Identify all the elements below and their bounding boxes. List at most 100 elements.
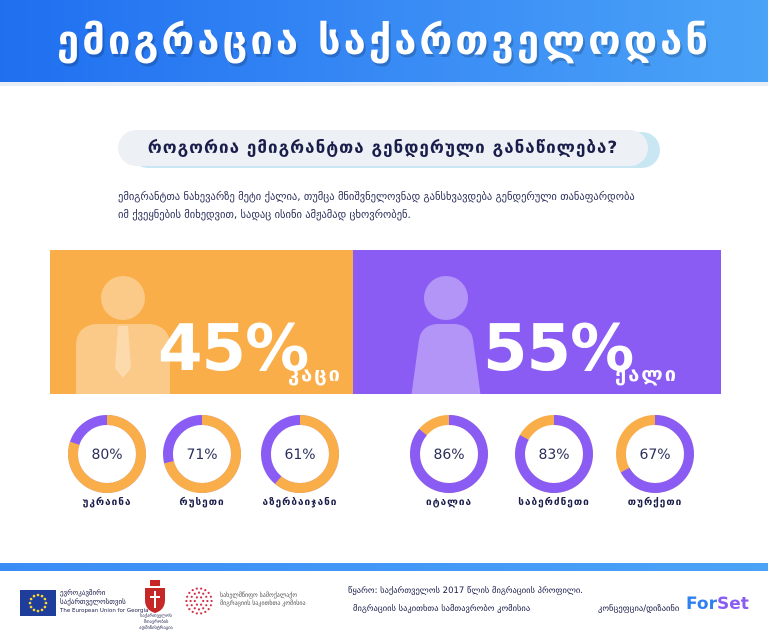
eu-star [40,608,44,612]
eu-star [43,597,47,601]
commission-dot [202,607,205,610]
commission-dot [207,607,210,611]
commission-dot [188,591,191,595]
donut-value-arc [515,415,593,493]
gov-logo-text: საქართველოს მთავრობის ადმინისტრაცია [136,614,176,632]
commission-dot [197,591,201,594]
female-panel: 55% ქალი [353,250,721,394]
footer [0,571,768,639]
donut-value-label: 80% [91,447,122,463]
commission-logo-text: სახელმწიფო სამოქალაქო მიგრაციის საკითხთა… [220,592,306,608]
eu-star [28,601,32,605]
commission-dot [186,604,189,607]
eu-text-2: საქართველოსთვის [60,598,126,606]
footer-divider [0,563,768,571]
commission-dot [205,595,208,598]
eu-stars-icon [28,593,48,613]
commission-dot [207,591,210,595]
commission-dot [206,599,209,603]
commission-text-2: მიგრაციის საკითხთა კომისია [220,600,306,607]
commission-dot [205,604,208,607]
source-line-1: წყარო: საქართველოს 2017 წლის მიგრაციის პ… [348,586,583,596]
commission-dot [200,596,203,599]
commission-dot [189,599,192,603]
donut-value-arc [261,415,339,493]
commission-dot [188,607,191,611]
donut-კაცი-აზერბაიჯანი: 61% [261,415,339,493]
commission-dot [195,596,198,599]
intro-line-1: ემიგრანტთა ნახევარზე მეტი ქალია, თუმცა მ… [118,191,635,203]
donut-კაცი-უკრაინა: 80% [68,415,146,493]
male-percentage: 45% [158,312,309,386]
gov-text-1: საქართველოს [140,614,172,619]
eu-star [43,605,47,609]
commission-dot [210,599,213,603]
eu-star [29,597,33,601]
intro-line-2: იმ ქვეყნების მიხედვით, სადაც ისინი ამჟამ… [118,209,411,221]
eu-star [32,608,36,612]
eu-text-1: ევროკავშირი [60,589,106,597]
male-figure-icon [76,276,170,394]
commission-dot [197,608,201,611]
eu-logo-text: ევროკავშირი საქართველოსთვის The European… [60,589,148,616]
commission-dot [200,612,203,615]
eu-star [36,609,40,613]
commission-dot [200,603,203,606]
donut-country-label: თურქეთი [627,497,683,508]
commission-dot [202,599,205,603]
donut-country-label: აზერბაიჯანი [262,497,338,508]
commission-dot [204,610,207,614]
donut-value-arc [163,415,241,493]
donut-კაცი-რუსეთი: 71% [163,415,241,493]
gov-text-2: მთავრობის ადმინისტრაცია [139,620,173,631]
eu-star [36,593,40,597]
donut-value-arc [410,415,488,493]
donut-value-arc [616,415,694,493]
commission-dot [193,607,196,610]
eu-flag-logo [20,590,56,616]
donut-value-arc [68,415,146,493]
donut-ქალი-იტალია: 86% [410,415,488,493]
commission-dot [195,603,198,606]
commission-text-1: სახელმწიფო სამოქალაქო [220,592,298,599]
forset-logo: ForSet [686,594,749,614]
commission-dot [190,595,193,598]
eu-text-3: The European Union for Georgia [60,608,149,614]
commission-dot [193,592,196,595]
donut-value-label: 61% [284,447,315,463]
commission-dot [195,612,198,615]
donut-value-label: 86% [433,447,464,463]
commission-dot [186,595,189,598]
question-text: როგორია ემიგრანტთა გენდერული განაწილება? [147,138,619,158]
donut-country-label: იტალია [425,497,473,508]
donut-value-label: 83% [538,447,569,463]
commission-dot [204,588,207,592]
intro-text: ემიგრანტთა ნახევარზე მეტი ქალია, თუმცა მ… [118,188,678,224]
donut-ქალი-თურქეთი: 67% [616,415,694,493]
eu-star [29,605,33,609]
commission-dot [209,604,212,607]
eu-star [44,601,48,605]
female-percentage: 55% [483,312,634,386]
commission-dot [209,595,212,598]
donut-country-label: უკრაინა [82,497,132,508]
forset-logo-part-2: Set [717,594,749,614]
commission-dot [200,587,203,590]
donut-value-label: 71% [186,447,217,463]
male-panel: 45% კაცი [50,250,353,394]
female-label: ქალი [615,362,679,386]
eu-star [32,594,36,598]
commission-logo-icon [185,587,213,615]
design-credit: კონცეფცია/დიზაინი [598,604,680,614]
donut-country-label: რუსეთი [179,497,225,508]
commission-dot [193,599,196,603]
female-figure-icon [411,276,481,394]
commission-dot [195,587,198,590]
male-label: კაცი [288,362,342,386]
commission-dot [202,592,205,595]
commission-dot [191,610,194,614]
page-header: ემიგრაცია საქართველოდან [0,0,768,82]
question-pill: როგორია ემიგრანტთა გენდერული განაწილება? [118,130,648,166]
commission-dot [191,588,194,592]
page-title: ემიგრაცია საქართველოდან [57,18,711,64]
